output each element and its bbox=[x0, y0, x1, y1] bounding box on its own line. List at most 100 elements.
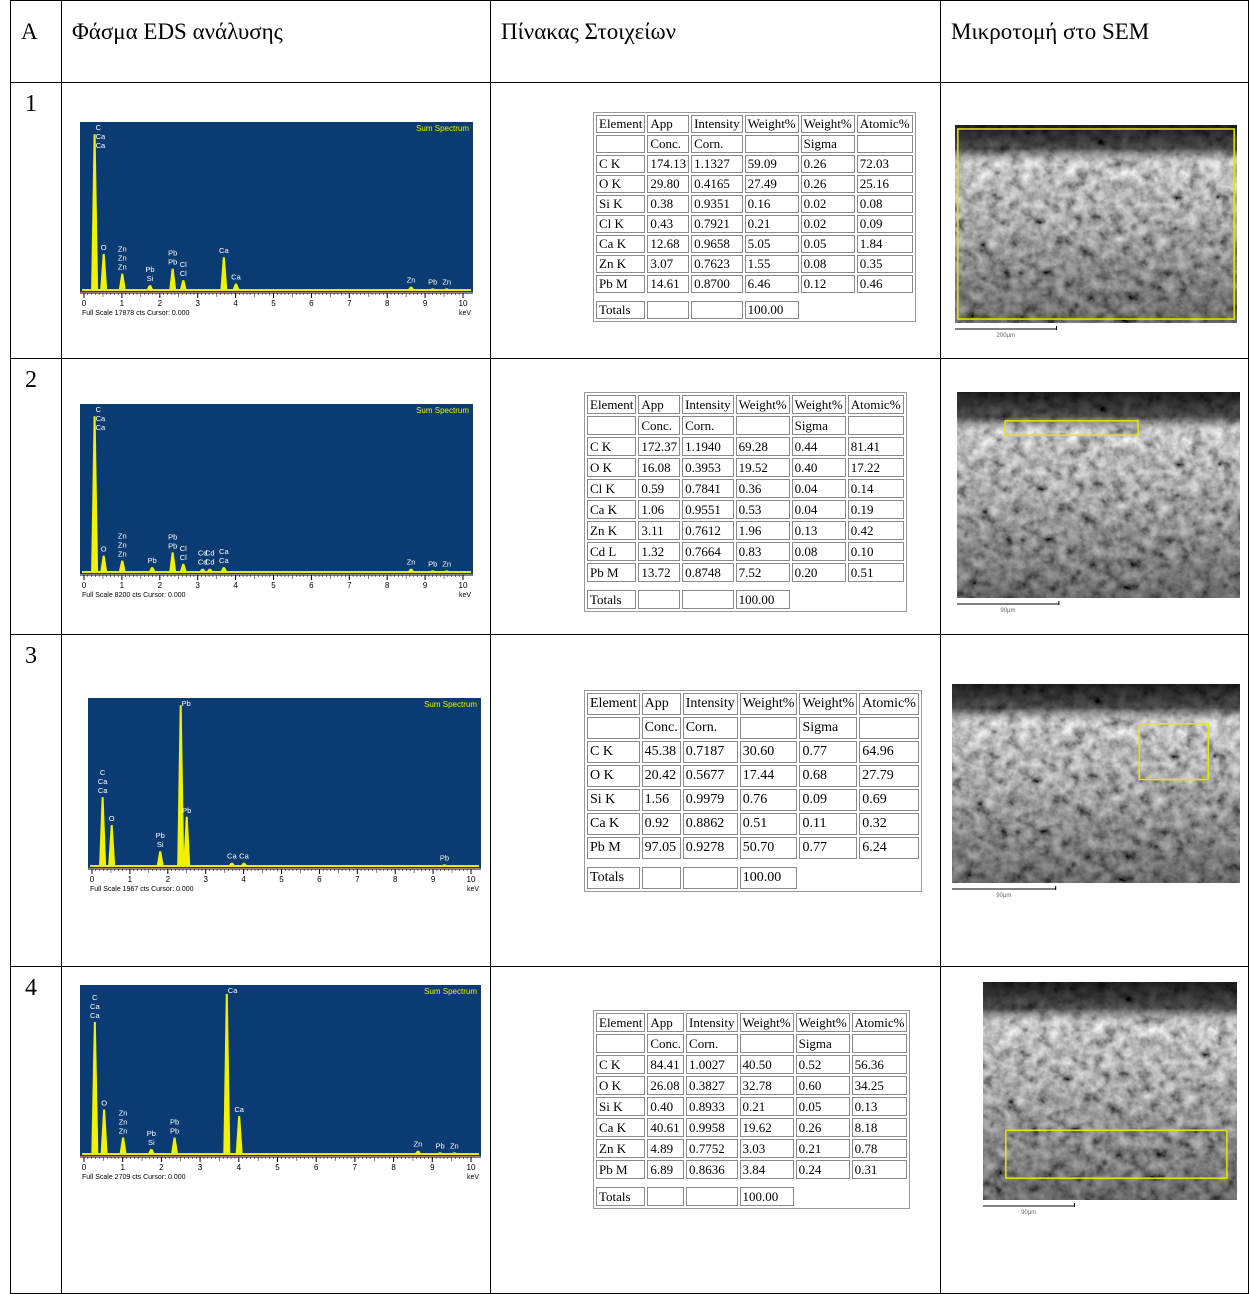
table-cell: Corn. bbox=[682, 717, 738, 739]
header-text: Μικροτομή στο SEM bbox=[951, 19, 1150, 44]
table-row: C K 174.13 1.1327 59.09 0.26 72.03 bbox=[596, 155, 913, 173]
x-tick-label: 10 bbox=[459, 299, 468, 308]
table-cell: 0.3827 bbox=[686, 1076, 738, 1095]
table-row: Totals 100.00 bbox=[596, 1187, 907, 1206]
table-cell: Zn K bbox=[596, 255, 646, 273]
table-cell: 0.08 bbox=[791, 542, 846, 561]
x-tick-label: 7 bbox=[353, 1163, 358, 1172]
scale-label: 90μm bbox=[996, 893, 1011, 899]
peak-label: Si bbox=[148, 1138, 155, 1147]
table-cell: 84.41 bbox=[647, 1055, 685, 1074]
x-tick-label: 10 bbox=[459, 581, 468, 590]
table-cell: Weight% bbox=[800, 115, 855, 133]
table-row: Conc. Corn. Sigma bbox=[596, 135, 913, 153]
table-cell: Weight% bbox=[739, 1013, 794, 1032]
spacer-row bbox=[596, 1181, 907, 1185]
x-tick-label: 4 bbox=[233, 299, 238, 308]
unit-label: keV bbox=[459, 592, 471, 599]
peak bbox=[119, 1137, 127, 1154]
table-cell: Weight% bbox=[739, 693, 798, 715]
table-cell: 1.06 bbox=[638, 500, 681, 519]
peak bbox=[228, 862, 236, 866]
peak-label: Zn bbox=[118, 550, 127, 559]
peak bbox=[232, 283, 240, 290]
x-tick-label: 2 bbox=[166, 875, 171, 884]
table-cell: 26.08 bbox=[647, 1076, 685, 1095]
table-cell: 97.05 bbox=[641, 837, 681, 859]
x-tick-label: 0 bbox=[82, 299, 87, 308]
table-cell: 0.51 bbox=[847, 563, 904, 582]
table-cell: 17.44 bbox=[739, 765, 798, 787]
peak-label: Zn bbox=[407, 276, 416, 285]
unit-label: keV bbox=[467, 1174, 479, 1181]
row-number: 3 bbox=[25, 643, 37, 669]
table-row: Ca K 0.92 0.8862 0.51 0.11 0.32 bbox=[587, 813, 919, 835]
x-tick-label: 0 bbox=[90, 875, 95, 884]
table-row: O K 16.08 0.3953 19.52 0.40 17.22 bbox=[587, 458, 904, 477]
peak-label: Pb bbox=[435, 1141, 444, 1150]
table-cell: 0.35 bbox=[856, 255, 913, 273]
x-tick-label: 2 bbox=[158, 299, 163, 308]
peak-label: Cl bbox=[180, 553, 187, 562]
spacer-row bbox=[587, 861, 919, 865]
table-cell: App bbox=[647, 115, 690, 133]
row-number: 2 bbox=[25, 367, 37, 393]
table-cell: 56.36 bbox=[851, 1055, 908, 1074]
table-cell: 0.08 bbox=[800, 255, 855, 273]
x-tick-label: 7 bbox=[355, 875, 360, 884]
table-row: Ca K 12.68 0.9658 5.05 0.05 1.84 bbox=[596, 235, 913, 253]
table-cell bbox=[851, 1034, 908, 1053]
table-row: Zn K 3.11 0.7612 1.96 0.13 0.42 bbox=[587, 521, 904, 540]
cell: 1 bbox=[10, 82, 62, 359]
peak-label: Ca bbox=[96, 132, 106, 141]
peak-label: Ca bbox=[227, 852, 237, 861]
peak bbox=[240, 862, 248, 866]
table-cell: Weight% bbox=[799, 693, 858, 715]
table-row: C K 84.41 1.0027 40.50 0.52 56.36 bbox=[596, 1055, 908, 1074]
table-cell: O K bbox=[587, 458, 637, 477]
header-text: Πίνακας Στοιχείων bbox=[501, 19, 677, 44]
table-cell: 0.5677 bbox=[682, 765, 738, 787]
table-cell: 0.02 bbox=[800, 195, 855, 213]
table-cell: 100.00 bbox=[739, 867, 798, 889]
table-cell: 1.55 bbox=[744, 255, 799, 273]
peak-label: C bbox=[96, 405, 102, 414]
scale-label: 90μm bbox=[1021, 1210, 1036, 1216]
x-tick-label: 7 bbox=[347, 299, 352, 308]
peak bbox=[91, 416, 99, 572]
table-cell: App bbox=[638, 395, 681, 414]
table-cell bbox=[638, 590, 681, 609]
table-cell: 0.59 bbox=[638, 479, 681, 498]
table-cell: 0.32 bbox=[859, 813, 919, 835]
table-cell: Sigma bbox=[800, 135, 855, 153]
table-cell: Intensity bbox=[682, 693, 738, 715]
table-cell: 0.12 bbox=[800, 275, 855, 293]
peak-label: Ca bbox=[96, 414, 106, 423]
peak-label: Ca bbox=[98, 777, 108, 786]
table-row: Zn K 3.07 0.7623 1.55 0.08 0.35 bbox=[596, 255, 913, 273]
table-cell: App bbox=[647, 1013, 685, 1032]
table-cell: Conc. bbox=[647, 1034, 685, 1053]
table-cell: 6.24 bbox=[859, 837, 919, 859]
analysis-area bbox=[1138, 723, 1210, 781]
peak-label: Ca bbox=[98, 786, 108, 795]
table-cell: Element bbox=[587, 693, 640, 715]
table-cell: Conc. bbox=[641, 717, 681, 739]
table-cell: C K bbox=[596, 1055, 646, 1074]
table-cell: 6.89 bbox=[647, 1160, 685, 1179]
table-cell: Totals bbox=[587, 867, 640, 889]
unit-label: keV bbox=[459, 310, 471, 317]
table-cell: 0.26 bbox=[800, 155, 855, 173]
peak bbox=[179, 563, 187, 572]
table-row: C K 45.38 0.7187 30.60 0.77 64.96 bbox=[587, 741, 919, 763]
micrograph-shade bbox=[983, 982, 1237, 1200]
table-row: Conc. Corn. Sigma bbox=[587, 416, 904, 435]
table-row: Conc. Corn. Sigma bbox=[596, 1034, 908, 1053]
peak bbox=[156, 851, 164, 866]
peak bbox=[206, 568, 214, 572]
table-cell: 14.61 bbox=[647, 275, 690, 293]
table-cell: 0.16 bbox=[744, 195, 799, 213]
table-cell: 0.42 bbox=[847, 521, 904, 540]
